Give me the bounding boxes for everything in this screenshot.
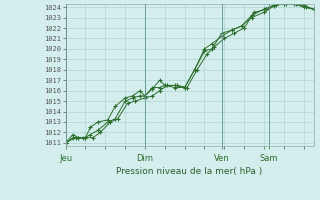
X-axis label: Pression niveau de la mer( hPa ): Pression niveau de la mer( hPa ) [116,167,263,176]
